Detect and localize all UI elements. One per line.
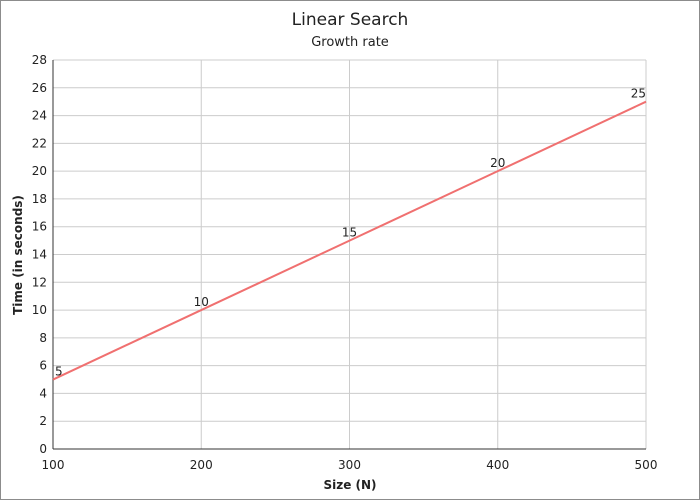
- data-label: 15: [342, 226, 357, 240]
- y-tick-label: 16: [32, 220, 47, 234]
- y-tick-label: 22: [32, 136, 47, 150]
- y-tick-label: 20: [32, 164, 47, 178]
- grid: [52, 59, 647, 450]
- data-label: 20: [490, 156, 505, 170]
- y-tick-label: 10: [32, 303, 47, 317]
- data-label: 5: [55, 365, 63, 379]
- x-tick-label: 200: [190, 458, 213, 472]
- y-tick-label: 8: [39, 331, 47, 345]
- y-tick-label: 24: [32, 109, 47, 123]
- x-tick-label: 300: [338, 458, 361, 472]
- y-tick-label: 28: [32, 53, 47, 67]
- x-tick-label: 400: [486, 458, 509, 472]
- series-line: [52, 100, 647, 381]
- data-labels: 5 10 15 20 25: [55, 87, 646, 379]
- data-label: 25: [631, 87, 646, 101]
- x-tick-label: 500: [635, 458, 658, 472]
- chart-subtitle: Growth rate: [311, 35, 389, 50]
- y-axis-title: Time (in seconds): [11, 195, 25, 315]
- data-label: 10: [194, 295, 209, 309]
- x-tick-label: 100: [42, 458, 65, 472]
- x-axis-title: Size (N): [323, 478, 376, 492]
- y-tick-label: 14: [32, 248, 47, 262]
- y-tick-label: 6: [39, 359, 47, 373]
- y-tick-label: 0: [39, 442, 47, 456]
- y-tick-label: 4: [39, 386, 47, 400]
- y-tick-label: 18: [32, 192, 47, 206]
- series-layer: [52, 100, 647, 381]
- axes: [52, 60, 646, 450]
- y-tick-label: 2: [39, 414, 47, 428]
- y-tick-label: 26: [32, 81, 47, 95]
- chart-title: Linear Search: [292, 10, 409, 30]
- y-tick-label: 12: [32, 275, 47, 289]
